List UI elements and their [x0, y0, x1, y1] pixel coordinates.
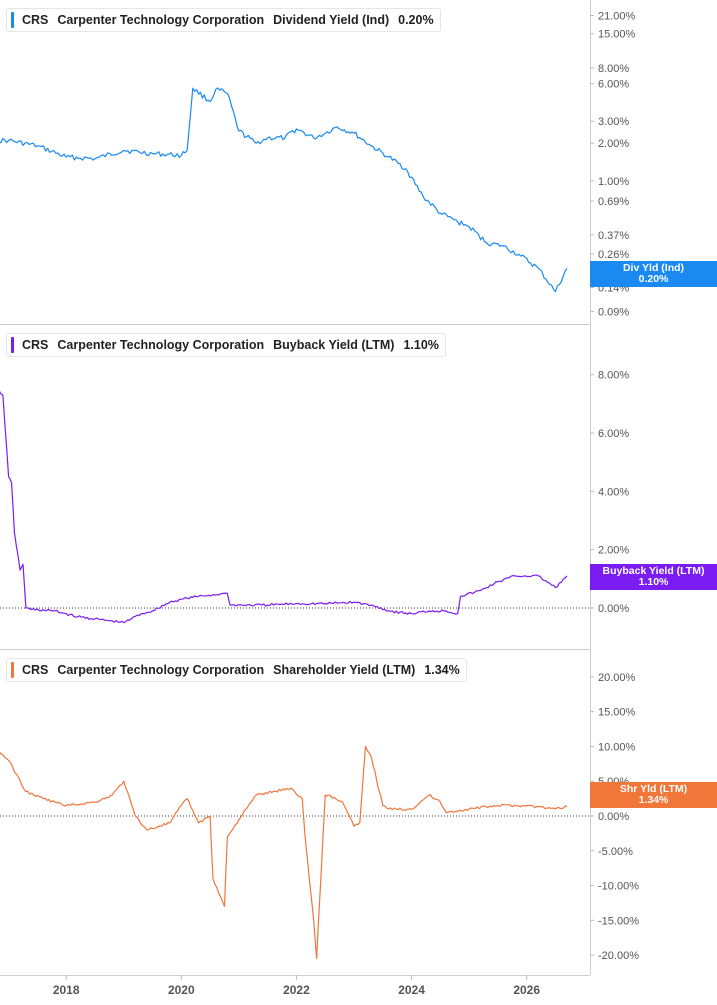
legend-metric: Shareholder Yield (LTM) — [273, 663, 416, 677]
y-tick-label: 0.26% — [598, 249, 629, 261]
legend-ticker: CRS — [22, 13, 49, 27]
legend-swatch — [11, 12, 14, 28]
tag-label: Shr Yld (LTM) — [619, 783, 688, 795]
legend-company: Carpenter Technology Corporation — [57, 13, 265, 27]
legend-buyback-yield[interactable]: CRS Carpenter Technology Corporation Buy… — [6, 333, 446, 357]
y-tick-label: 2.00% — [598, 138, 629, 150]
y-tick-label: 3.00% — [598, 116, 629, 128]
tag-value: 1.34% — [638, 794, 669, 806]
series-line — [0, 745, 568, 960]
y-tick-label: 2.00% — [598, 545, 629, 557]
y-tick-label: 21.00% — [598, 10, 636, 22]
y-tick-label: 20.00% — [598, 672, 636, 684]
tag-value: 0.20% — [638, 273, 669, 285]
y-tick-label: 0.37% — [598, 230, 629, 242]
series-line — [0, 87, 568, 293]
y-tick-label: 6.00% — [598, 428, 629, 440]
y-tick-label: -5.00% — [598, 846, 633, 858]
y-tick-label: 10.00% — [598, 741, 636, 753]
y-tick-label: 4.00% — [598, 486, 629, 498]
x-tick-label: 2018 — [53, 983, 80, 997]
y-tick-label: 0.00% — [598, 603, 629, 615]
y-tick-label: -20.00% — [598, 950, 639, 962]
x-tick-label: 2026 — [513, 983, 540, 997]
legend-company: Carpenter Technology Corporation — [57, 663, 265, 677]
y-tick-label: 6.00% — [598, 79, 629, 91]
legend-shareholder-yield[interactable]: CRS Carpenter Technology Corporation Sha… — [6, 658, 467, 682]
tag-label: Div Yld (Ind) — [622, 262, 685, 274]
legend-metric: Dividend Yield (Ind) — [273, 13, 390, 27]
tag-value: 1.10% — [638, 576, 669, 588]
current-value-tag-shareholder: Shr Yld (LTM) 1.34% — [590, 782, 717, 808]
legend-ticker: CRS — [22, 338, 49, 352]
x-tick-label: 2020 — [168, 983, 195, 997]
legend-company: Carpenter Technology Corporation — [57, 338, 265, 352]
legend-value: 1.34% — [424, 663, 460, 677]
tag-label: Buyback Yield (LTM) — [602, 565, 705, 577]
current-value-tag-buyback: Buyback Yield (LTM) 1.10% — [590, 564, 717, 590]
y-tick-label: 8.00% — [598, 63, 629, 75]
x-tick-label: 2024 — [398, 983, 425, 997]
y-tick-label: -15.00% — [598, 915, 639, 927]
current-value-tag-dividend: Div Yld (Ind) 0.20% — [590, 261, 717, 287]
legend-value: 0.20% — [398, 13, 434, 27]
legend-value: 1.10% — [403, 338, 439, 352]
y-tick-label: 1.00% — [598, 176, 629, 188]
y-tick-label: 8.00% — [598, 370, 629, 382]
legend-swatch — [11, 337, 14, 353]
y-tick-label: 0.00% — [598, 811, 629, 823]
legend-metric: Buyback Yield (LTM) — [273, 338, 395, 352]
y-tick-label: -10.00% — [598, 881, 639, 893]
legend-swatch — [11, 662, 14, 678]
x-tick-label: 2022 — [283, 983, 310, 997]
series-line — [0, 390, 568, 624]
y-tick-label: 0.09% — [598, 307, 629, 319]
y-tick-label: 15.00% — [598, 707, 636, 719]
legend-dividend-yield[interactable]: CRS Carpenter Technology Corporation Div… — [6, 8, 441, 32]
y-tick-label: 0.69% — [598, 196, 629, 208]
y-tick-label: 15.00% — [598, 29, 636, 41]
legend-ticker: CRS — [22, 663, 49, 677]
